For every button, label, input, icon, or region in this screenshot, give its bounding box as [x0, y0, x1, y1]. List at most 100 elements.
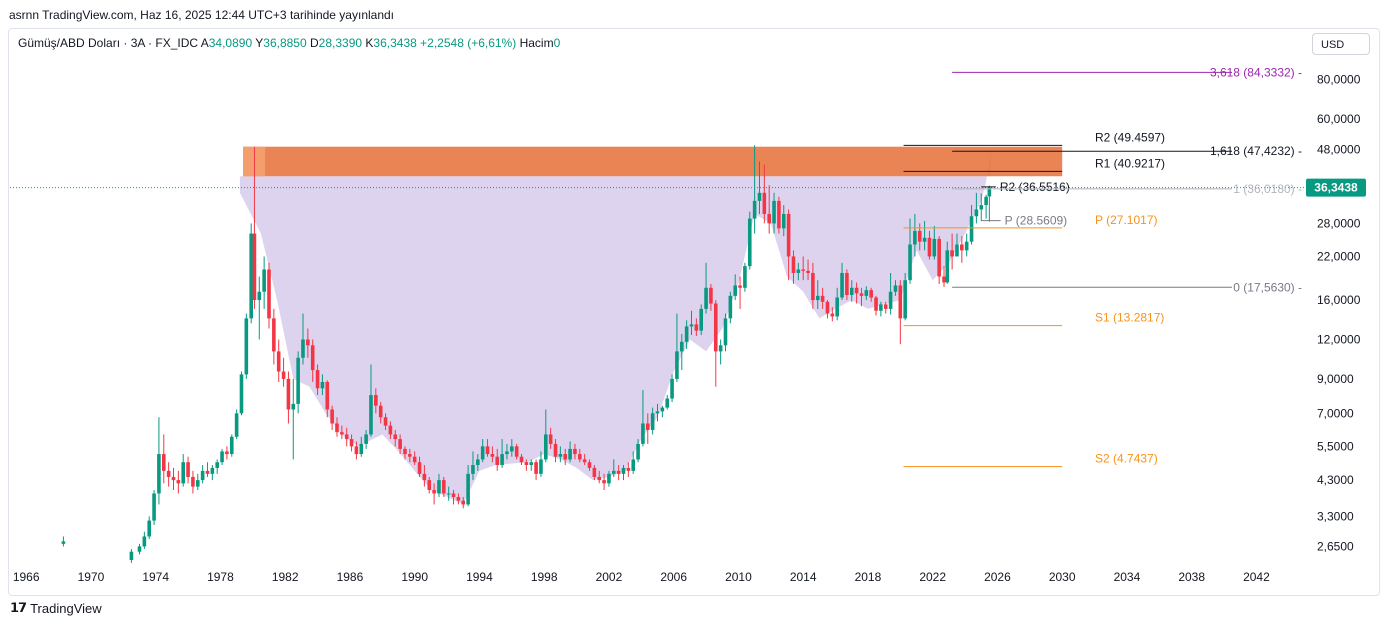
- tradingview-logo-icon[interactable]: 𝟭𝟳: [10, 600, 27, 615]
- low-value: 28,3390: [318, 36, 363, 50]
- candle-body: [777, 200, 781, 229]
- candle-body: [234, 413, 239, 437]
- x-tick-label: 2018: [855, 570, 882, 584]
- candle-body: [215, 462, 219, 468]
- candle-body: [563, 454, 568, 460]
- candle-body: [568, 448, 572, 460]
- candle-body: [898, 285, 903, 319]
- candle-body: [578, 454, 582, 460]
- candle-body: [451, 493, 456, 498]
- candle-body: [854, 287, 859, 294]
- candle-body: [220, 451, 224, 463]
- candle-body: [137, 546, 142, 552]
- y-tick-label: 2,6500: [1317, 539, 1354, 553]
- candle-body: [869, 290, 873, 298]
- candle-body: [354, 446, 359, 455]
- candle-body: [257, 291, 262, 301]
- candle-body: [519, 456, 524, 463]
- candle-body: [713, 303, 718, 352]
- candle-body: [296, 357, 300, 404]
- candle-body: [310, 345, 315, 371]
- candle-body: [679, 341, 684, 352]
- currency-button[interactable]: USD: [1312, 33, 1370, 55]
- candle-body: [845, 272, 849, 296]
- pivot-label: S2 (4.7437): [1095, 452, 1158, 466]
- x-tick-label: 2034: [1114, 570, 1141, 584]
- candle-body: [403, 448, 407, 455]
- y-tick-label: 60,0000: [1317, 112, 1361, 126]
- candle-body: [670, 378, 674, 399]
- x-tick-label: 2010: [725, 570, 752, 584]
- candle-body: [987, 187, 992, 197]
- candle-body: [61, 541, 66, 544]
- candle-body: [908, 244, 912, 281]
- candle-body: [171, 476, 176, 481]
- candle-body: [883, 304, 888, 309]
- candle-body: [937, 238, 941, 277]
- candle-body: [791, 256, 796, 273]
- candle-body: [607, 473, 611, 484]
- candle-body: [932, 238, 937, 257]
- x-tick-label: 1982: [272, 570, 299, 584]
- x-tick-label: 1990: [401, 570, 428, 584]
- candle-body: [225, 451, 229, 455]
- candle-body: [272, 318, 276, 352]
- volume-value: 0: [553, 36, 561, 50]
- publish-bar: asrnn TradingView.com, Haz 16, 2025 12:4…: [0, 0, 1386, 28]
- candle-body: [456, 497, 461, 501]
- x-tick-label: 1998: [531, 570, 558, 584]
- candle-body: [427, 480, 432, 491]
- symbol-label[interactable]: Gümüş/ABD Doları · 3A · FX_IDC: [18, 36, 199, 50]
- fib-label: 1 (36,0180) -: [1233, 182, 1302, 196]
- candle-body: [913, 230, 917, 245]
- candle-body: [626, 467, 631, 471]
- close-label: K: [365, 36, 374, 50]
- candle-body: [210, 467, 215, 474]
- candle-body: [398, 439, 402, 449]
- volume-label: Hacim: [519, 36, 554, 50]
- candle-body: [471, 465, 475, 474]
- candle-body: [922, 237, 927, 242]
- candle-body: [249, 233, 253, 319]
- candle-body: [733, 285, 737, 296]
- x-tick-label: 2038: [1178, 570, 1205, 584]
- candle-body: [573, 448, 577, 455]
- candle-body: [461, 500, 466, 505]
- candle-body: [262, 269, 266, 292]
- high-label: Y: [255, 36, 264, 50]
- candle-body: [903, 280, 907, 319]
- candle-body: [442, 480, 446, 494]
- y-tick-label: 5,5000: [1317, 439, 1354, 453]
- candle-body: [704, 287, 708, 309]
- candle-body: [432, 490, 436, 494]
- candle-body: [200, 470, 205, 481]
- candle-body: [510, 446, 514, 452]
- candle-body: [281, 371, 286, 379]
- candle-body: [820, 295, 825, 302]
- pivot-label: R1 (40.9217): [1095, 156, 1165, 170]
- candle-body: [806, 270, 810, 273]
- candle-body: [597, 476, 602, 481]
- open-label: A: [200, 36, 209, 50]
- candle-body: [490, 454, 495, 457]
- candle-body: [811, 272, 815, 301]
- candle-body: [752, 200, 757, 219]
- candle-body: [476, 459, 480, 466]
- candle-body: [466, 473, 470, 505]
- candle-body: [950, 250, 954, 257]
- fib-label: 0 (17,5630) -: [1233, 280, 1302, 294]
- candle-body: [205, 470, 210, 474]
- x-tick-label: 2022: [919, 570, 946, 584]
- candle-body: [301, 339, 305, 358]
- candle-body: [374, 395, 378, 406]
- candle-body: [252, 233, 257, 301]
- candle-body: [631, 459, 636, 471]
- candle-body: [539, 459, 543, 474]
- candle-body: [534, 462, 538, 474]
- candle-body: [393, 434, 398, 440]
- candle-body: [718, 345, 723, 352]
- candle-body: [762, 192, 767, 214]
- candle-body: [840, 272, 844, 298]
- candle-body: [286, 378, 291, 410]
